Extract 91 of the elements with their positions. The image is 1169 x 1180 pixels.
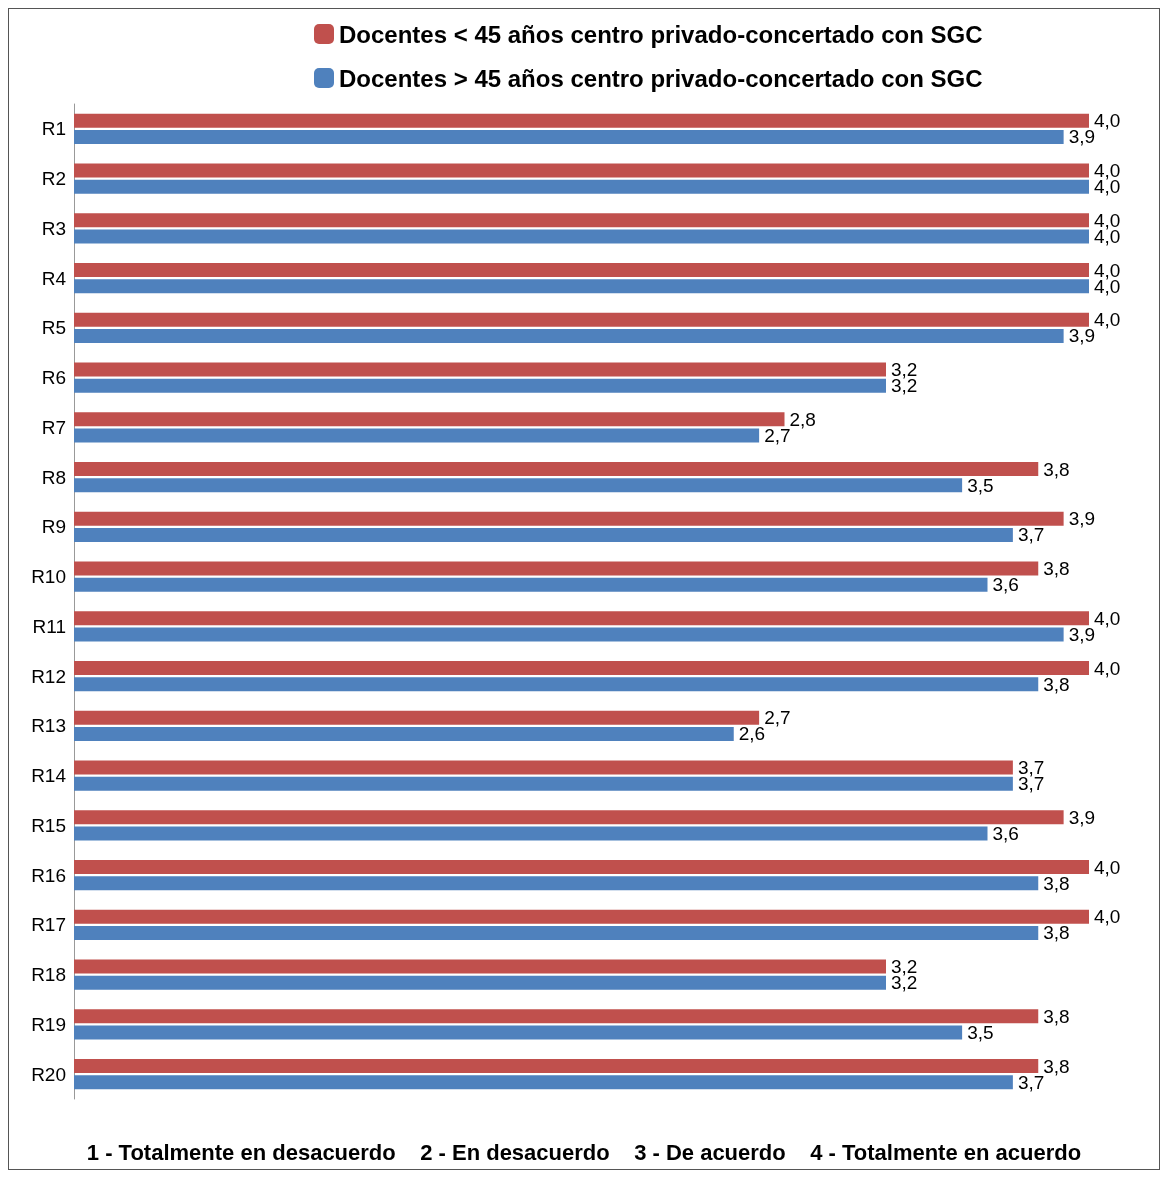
bar <box>74 611 1089 626</box>
bar <box>74 229 1089 244</box>
data-label: 4,0 <box>1094 607 1121 629</box>
data-label: 3,8 <box>1043 922 1070 944</box>
y-tick-label: R14 <box>31 765 67 787</box>
bar <box>74 462 1039 477</box>
legend-label: Docentes < 45 años centro privado-concertado con SGC <box>339 20 983 48</box>
bar <box>74 810 1064 825</box>
y-tick-label: R4 <box>41 267 67 289</box>
bar <box>74 1059 1039 1074</box>
data-label: 2,7 <box>764 424 791 446</box>
bar <box>74 677 1039 692</box>
bar <box>74 876 1039 891</box>
bar <box>74 627 1064 642</box>
data-label: 4,0 <box>1094 906 1121 928</box>
y-tick-label: R1 <box>41 118 66 140</box>
data-label: 3,8 <box>1043 458 1070 480</box>
y-tick-label: R17 <box>31 914 66 936</box>
data-label: 3,8 <box>1043 673 1070 695</box>
y-tick-label: R18 <box>31 964 66 986</box>
y-tick-label: R3 <box>41 217 66 239</box>
data-label: 3,7 <box>1017 1071 1045 1093</box>
bar <box>74 412 785 427</box>
bar <box>74 511 1064 526</box>
bar <box>74 909 1089 924</box>
bar <box>74 975 886 990</box>
data-label: 4,0 <box>1094 309 1121 331</box>
bar <box>74 527 1013 542</box>
data-label: 2,8 <box>789 408 816 430</box>
y-tick-label: R11 <box>32 615 66 637</box>
y-tick-label: R8 <box>41 466 66 488</box>
data-label: 4,0 <box>1094 856 1121 878</box>
bar <box>74 279 1089 294</box>
bar <box>74 129 1064 144</box>
bar <box>74 959 886 974</box>
bar <box>74 362 886 377</box>
bar <box>74 113 1089 128</box>
data-label: 3,8 <box>1043 872 1070 894</box>
data-label: 3,9 <box>1068 126 1096 148</box>
data-label: 3,9 <box>1068 806 1096 828</box>
data-label: 3,5 <box>967 474 994 496</box>
data-label: 3,9 <box>1068 325 1096 347</box>
legend-label: Docentes > 45 años centro privado-concertado con SGC <box>339 64 983 92</box>
bar <box>74 860 1089 875</box>
bar <box>74 826 988 841</box>
bar <box>74 179 1089 194</box>
bar <box>74 776 1013 791</box>
y-tick-label: R12 <box>31 665 66 687</box>
bar <box>74 760 1013 775</box>
bar <box>74 213 1089 228</box>
bar <box>74 312 1089 327</box>
data-label: 3,6 <box>992 822 1019 844</box>
data-label: 2,6 <box>738 723 766 745</box>
y-tick-label: R20 <box>31 1063 66 1085</box>
y-tick-label: R2 <box>41 168 66 190</box>
data-label: 3,9 <box>1068 623 1096 645</box>
bar <box>74 478 963 493</box>
bar <box>74 561 1039 576</box>
y-tick-label: R10 <box>31 566 66 588</box>
text: 1 - Totalmente en desacuerdo 2 - En desacuerdo 3 - De acuerdo 4 - Totalmente en acuerdo <box>86 1139 1082 1165</box>
y-tick-label: R16 <box>31 864 66 886</box>
y-tick-label: R19 <box>31 1013 66 1035</box>
data-label: 3,8 <box>1043 1005 1070 1027</box>
y-tick-label: R5 <box>41 317 66 339</box>
bar <box>74 577 988 592</box>
bar <box>74 710 760 725</box>
bar <box>74 1075 1013 1090</box>
bar <box>74 378 886 393</box>
bar <box>74 925 1039 940</box>
bar <box>74 328 1064 343</box>
bar <box>74 163 1089 178</box>
data-label: 4,0 <box>1094 110 1121 132</box>
bar <box>74 726 734 741</box>
bar <box>74 1009 1039 1024</box>
data-label: 3,5 <box>967 1021 994 1043</box>
y-tick-label: R7 <box>41 416 66 438</box>
data-label: 3,8 <box>1043 1055 1070 1077</box>
bar <box>74 428 760 443</box>
bar <box>74 263 1089 278</box>
y-tick-label: R9 <box>41 516 66 538</box>
data-label: 4,0 <box>1094 657 1121 679</box>
y-tick-label: R13 <box>31 715 66 737</box>
y-tick-label: R15 <box>31 814 66 836</box>
y-tick-label: R6 <box>41 367 66 389</box>
data-label: 2,7 <box>764 707 791 729</box>
data-label: 3,6 <box>992 574 1019 596</box>
bar <box>74 661 1089 676</box>
data-label: 3,8 <box>1043 558 1070 580</box>
data-label: 3,7 <box>1017 524 1045 546</box>
bar <box>74 1025 963 1040</box>
data-label: 3,9 <box>1068 508 1096 530</box>
